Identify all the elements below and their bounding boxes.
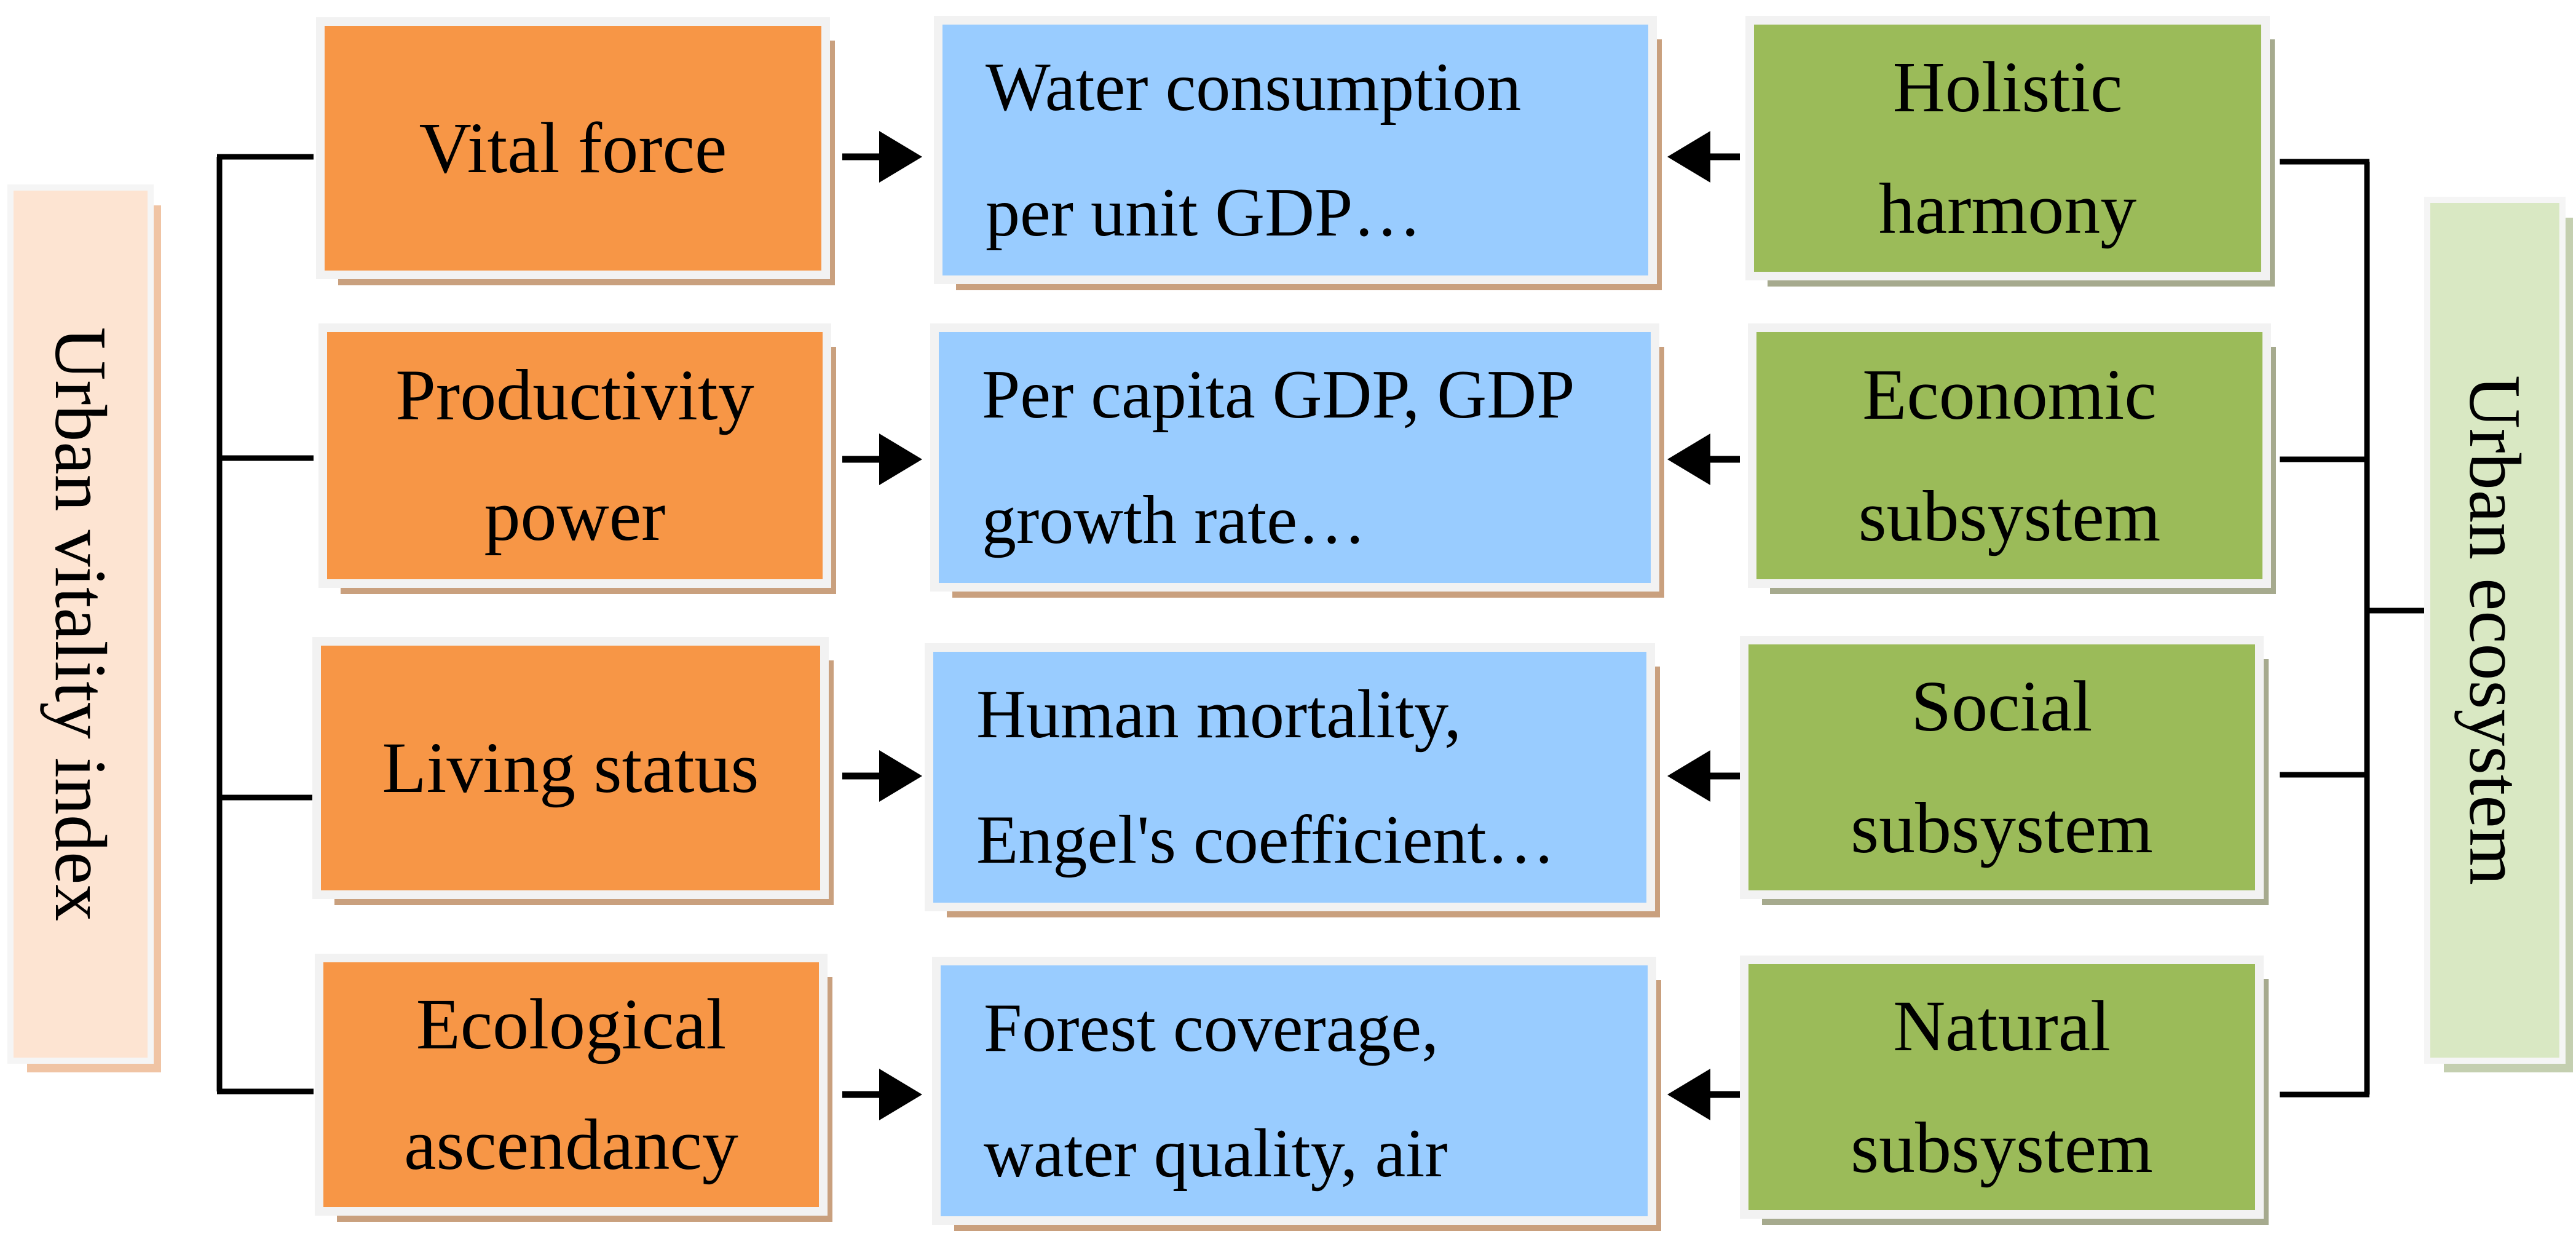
natural-subsystem-box: Natural subsystem [1740,956,2264,1219]
arrow-left-to-middle-3 [842,750,922,802]
forest-coverage-line-2: water quality, air [984,1115,1448,1192]
arrow-right-to-middle-2 [1667,434,1740,485]
economic-subsystem-line-1: Economic [1862,354,2157,435]
arrow-left-to-middle-2 [842,434,922,485]
holistic-harmony-line-2: harmony [1878,168,2137,249]
living-status-label: Living status [382,727,759,808]
arrow-right-to-middle-4 [1667,1069,1740,1120]
water-consumption-line-1: Water consumption [986,49,1522,125]
urban-ecosystem-box: Urban ecosystem [2424,197,2566,1064]
urban-vitality-index-label: Urban vitality index [40,327,122,922]
productivity-power-line-1: Productivity [395,355,754,435]
arrow-right-to-middle-1 [1667,131,1740,183]
urban-vitality-index-box: Urban vitality index [7,184,154,1064]
water-consumption-line-2: per unit GDP… [986,175,1422,251]
social-subsystem-line-1: Social [1911,666,2093,746]
ecological-ascendancy-line-2: ascendancy [404,1104,738,1185]
per-capita-gdp-line-1: Per capita GDP, GDP [982,357,1575,433]
right-bracket [2280,159,2428,1098]
per-capita-gdp-line-2: growth rate… [982,482,1367,558]
human-mortality-line-1: Human mortality, [976,676,1462,753]
urban-ecosystem-label: Urban ecosystem [2454,375,2536,885]
natural-subsystem-line-2: subsystem [1851,1107,2153,1188]
forest-coverage-box: Forest coverage, water quality, air [932,957,1656,1225]
forest-coverage-line-1: Forest coverage, [984,990,1439,1066]
human-mortality-box: Human mortality, Engel's coefficient… [925,643,1655,911]
human-mortality-line-2: Engel's coefficient… [976,802,1555,878]
vital-force-box: Vital force [316,17,830,279]
economic-subsystem-box: Economic subsystem [1748,323,2271,588]
living-status-box: Living status [312,637,829,899]
arrow-left-to-middle-1 [842,131,922,183]
arrow-left-to-middle-4 [842,1069,922,1120]
social-subsystem-line-2: subsystem [1851,788,2153,868]
holistic-harmony-box: Holistic harmony [1745,16,2270,280]
ecological-ascendancy-box: Ecological ascendancy [315,954,828,1216]
per-capita-gdp-box: Per capita GDP, GDP growth rate… [930,323,1659,592]
vital-force-label: Vital force [419,108,727,188]
economic-subsystem-line-2: subsystem [1858,476,2161,556]
left-bracket [216,154,314,1095]
social-subsystem-box: Social subsystem [1740,636,2264,899]
productivity-power-line-2: power [484,475,666,556]
productivity-power-box: Productivity power [318,323,831,588]
water-consumption-box: Water consumption per unit GDP… [934,16,1657,284]
arrow-right-to-middle-3 [1667,750,1740,802]
holistic-harmony-line-1: Holistic [1892,47,2123,127]
natural-subsystem-line-1: Natural [1893,986,2111,1066]
ecological-ascendancy-line-1: Ecological [416,984,727,1064]
